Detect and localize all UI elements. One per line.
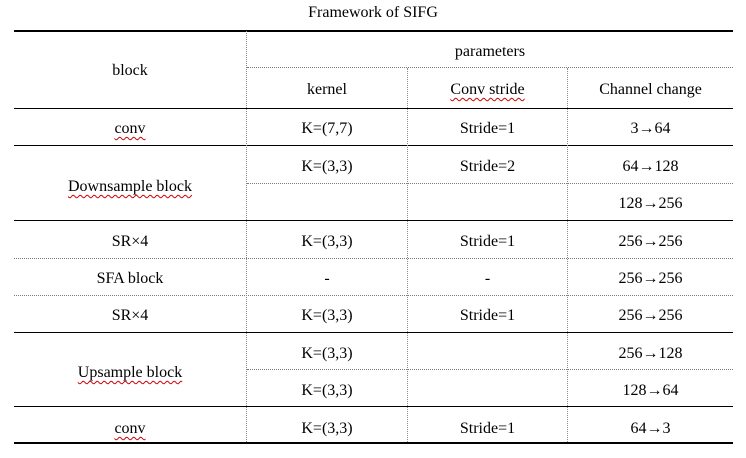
row-rule xyxy=(247,183,733,184)
kernel-cell: - xyxy=(324,270,330,287)
channel-cell: 3→64 xyxy=(630,120,671,137)
table-caption: Framework of SIFG xyxy=(308,4,438,21)
column-divider xyxy=(246,31,247,442)
stride-cell: Stride=1 xyxy=(459,420,516,437)
block-name: conv xyxy=(114,120,146,137)
header-channel-change: Channel change xyxy=(599,81,702,98)
stride-cell: Stride=1 xyxy=(459,233,516,250)
row-rule xyxy=(247,369,733,370)
channel-cell: 256→256 xyxy=(618,233,683,250)
channel-cell: 64→128 xyxy=(622,158,679,175)
stride-cell: Stride=2 xyxy=(459,158,516,175)
header-conv-stride-text: Conv stride xyxy=(450,81,525,98)
kernel-cell: K=(3,3) xyxy=(301,420,353,437)
row-rule xyxy=(14,332,733,333)
parameters-rule xyxy=(247,67,733,68)
kernel-cell: K=(3,3) xyxy=(301,345,353,362)
row-rule xyxy=(14,145,733,146)
block-name: conv xyxy=(114,420,146,437)
channel-cell: 256→256 xyxy=(618,270,683,287)
channel-cell: 256→128 xyxy=(618,345,683,362)
stride-cell: Stride=1 xyxy=(459,307,516,324)
row-rule xyxy=(14,220,733,221)
channel-cell: 256→256 xyxy=(618,307,683,324)
channel-cell: 128→256 xyxy=(618,195,683,212)
row-rule xyxy=(14,258,733,259)
channel-cell: 64→3 xyxy=(630,420,671,437)
table-top-rule xyxy=(14,30,733,32)
kernel-cell: K=(3,3) xyxy=(301,307,353,324)
column-divider xyxy=(567,68,568,442)
header-block: block xyxy=(112,62,148,79)
header-parameters: parameters xyxy=(454,43,526,60)
table-bottom-rule xyxy=(14,442,733,444)
block-cell: Upsample block xyxy=(14,361,246,385)
block-name: Upsample block xyxy=(77,364,183,381)
block-cell: conv xyxy=(14,117,246,141)
kernel-cell: K=(3,3) xyxy=(301,158,353,175)
block-cell: Downsample block xyxy=(14,175,246,199)
kernel-cell: K=(3,3) xyxy=(301,233,353,250)
stride-cell: Stride=1 xyxy=(459,120,516,137)
column-divider xyxy=(407,68,408,442)
channel-cell: 128→64 xyxy=(622,382,679,399)
header-conv-stride: Conv stride xyxy=(408,78,567,102)
kernel-cell: K=(3,3) xyxy=(301,382,353,399)
header-kernel: kernel xyxy=(307,81,347,98)
kernel-cell: K=(7,7) xyxy=(301,120,353,137)
row-rule xyxy=(14,295,733,296)
header-bottom-rule xyxy=(14,108,733,109)
block-cell: SFA block xyxy=(96,270,164,287)
block-name: Downsample block xyxy=(68,178,192,195)
block-cell: SR×4 xyxy=(111,307,149,324)
stride-cell: - xyxy=(484,270,491,287)
block-cell: conv xyxy=(14,417,246,441)
block-cell: SR×4 xyxy=(111,233,149,250)
row-rule xyxy=(14,406,733,407)
